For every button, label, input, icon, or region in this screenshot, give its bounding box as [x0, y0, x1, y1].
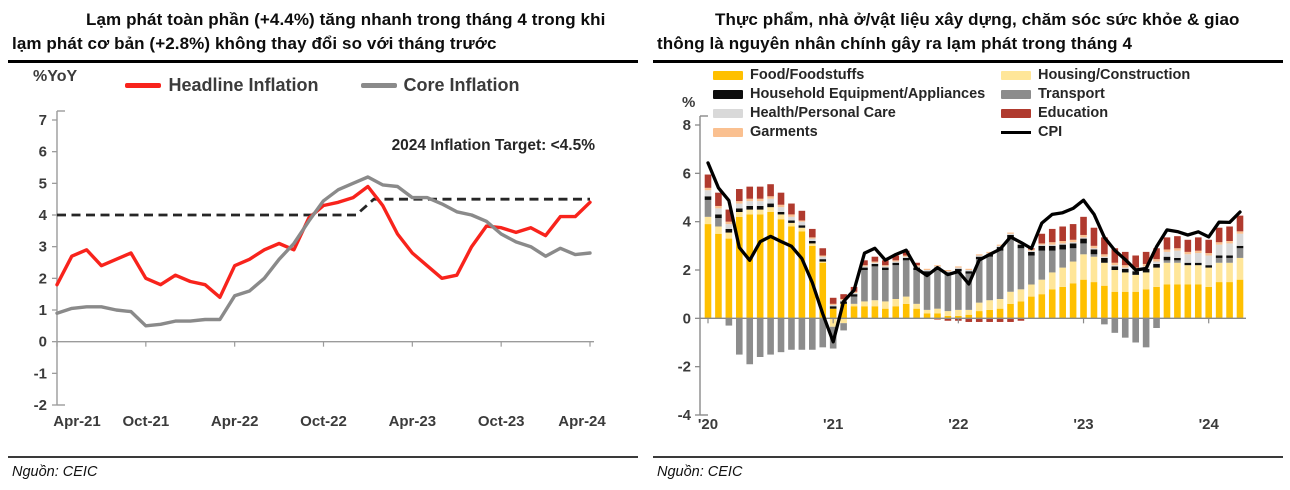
cpi-contributions-bar-chart-canvas: 8 6 4 2 0 -2 -4 '20 '21 '22 '23 '24 [678, 115, 1246, 433]
legend-item: CPI [1001, 123, 1190, 141]
right-chart-panel: Thực phẩm, nhà ở/vật liệu xây dựng, chăm… [645, 0, 1290, 490]
legend-label: Household Equipment/Appliances [750, 86, 986, 102]
core-line-swatch-icon [360, 83, 397, 88]
svg-text:-2: -2 [34, 397, 47, 414]
svg-text:Oct-21: Oct-21 [122, 413, 169, 430]
inflation-target-annotation: 2024 Inflation Target: <4.5% [391, 137, 595, 154]
svg-text:0: 0 [39, 334, 47, 351]
legend-label: Headline Inflation [168, 75, 319, 95]
legend-item: Education [1001, 104, 1190, 122]
svg-text:-1: -1 [34, 365, 47, 382]
right-chart-title: Thực phẩm, nhà ở/vật liệu xây dựng, chăm… [657, 10, 1240, 53]
headline-line-swatch-icon [125, 83, 162, 88]
svg-text:5: 5 [39, 175, 47, 192]
legend-label: Food/Foodstuffs [750, 67, 865, 83]
legend-label: Education [1038, 105, 1109, 121]
source-note: Nguồn: CEIC [657, 464, 743, 480]
legend-item: Transport [1001, 85, 1190, 103]
legend-item: Food/Foodstuffs [713, 66, 1001, 84]
svg-text:6: 6 [39, 144, 47, 161]
legend-item: Housing/Construction [1001, 66, 1190, 84]
y-axis-unit-label: % [682, 94, 696, 111]
legend-label: Garments [750, 124, 818, 140]
svg-text:2: 2 [683, 262, 691, 279]
svg-text:Apr-24: Apr-24 [558, 413, 606, 430]
svg-text:Apr-23: Apr-23 [389, 413, 437, 430]
svg-text:'24: '24 [1199, 416, 1220, 433]
series-color-swatch-icon [1001, 89, 1031, 99]
svg-text:1: 1 [39, 302, 47, 319]
series-color-swatch-icon [713, 127, 743, 137]
svg-text:-4: -4 [678, 407, 692, 424]
svg-text:Apr-22: Apr-22 [211, 413, 259, 430]
headline-core-line-chart-canvas: 7 6 5 4 3 2 1 0 -1 -2 Apr-21 Oct-21 Apr-22 Oct-22 Apr-… [34, 110, 606, 430]
footer-divider [8, 456, 638, 458]
svg-text:'23: '23 [1073, 416, 1093, 433]
left-chart-title: Lạm phát toàn phần (+4.4%) tăng nhanh tr… [12, 10, 606, 53]
svg-text:'21: '21 [823, 416, 843, 433]
legend-label: CPI [1038, 124, 1063, 140]
legend-label: Core Inflation [403, 75, 520, 95]
svg-text:-2: -2 [678, 359, 691, 376]
legend-label: Health/Personal Care [750, 105, 896, 121]
bar-chart-legend: Food/Foodstuffs Housing/Construction House… [713, 66, 1190, 141]
series-color-swatch-icon [713, 108, 743, 118]
source-note: Nguồn: CEIC [12, 464, 98, 480]
title-divider [653, 60, 1283, 63]
legend-item-headline-inflation: Headline Inflation [125, 75, 319, 96]
footer-divider [653, 456, 1283, 458]
svg-text:6: 6 [683, 165, 691, 182]
cpi-line-swatch-icon [1001, 130, 1031, 134]
svg-text:8: 8 [683, 117, 691, 134]
legend-item: Health/Personal Care [713, 104, 1001, 122]
legend-label: Housing/Construction [1038, 67, 1191, 83]
svg-text:7: 7 [39, 112, 47, 129]
svg-text:Apr-21: Apr-21 [53, 413, 101, 430]
svg-text:3: 3 [39, 239, 47, 256]
svg-text:2: 2 [39, 270, 47, 287]
svg-text:0: 0 [683, 310, 691, 327]
left-chart-panel: Lạm phát toàn phần (+4.4%) tăng nhanh tr… [0, 10, 645, 480]
title-divider [8, 60, 638, 63]
svg-text:4: 4 [39, 207, 48, 224]
svg-text:'22: '22 [948, 416, 968, 433]
legend-item: Household Equipment/Appliances [713, 85, 1001, 103]
series-color-swatch-icon [713, 89, 743, 99]
stacked-bar-chart: % Food/Foodstuffs Housing/Construction Hou… [645, 63, 1290, 448]
svg-text:'20: '20 [698, 416, 718, 433]
series-color-swatch-icon [713, 70, 743, 80]
legend-item: Garments [713, 123, 1001, 141]
svg-text:Oct-23: Oct-23 [478, 413, 525, 430]
line-chart: %YoY Headline Inflation Core Inflation 2… [0, 63, 645, 448]
svg-text:Oct-22: Oct-22 [300, 413, 347, 430]
line-chart-legend: Headline Inflation Core Inflation [0, 75, 645, 96]
series-color-swatch-icon [1001, 70, 1031, 80]
legend-item-core-inflation: Core Inflation [360, 75, 520, 96]
legend-label: Transport [1038, 86, 1105, 102]
series-color-swatch-icon [1001, 108, 1031, 118]
svg-text:4: 4 [683, 214, 692, 231]
y-axis-unit-label: %YoY [33, 68, 78, 85]
